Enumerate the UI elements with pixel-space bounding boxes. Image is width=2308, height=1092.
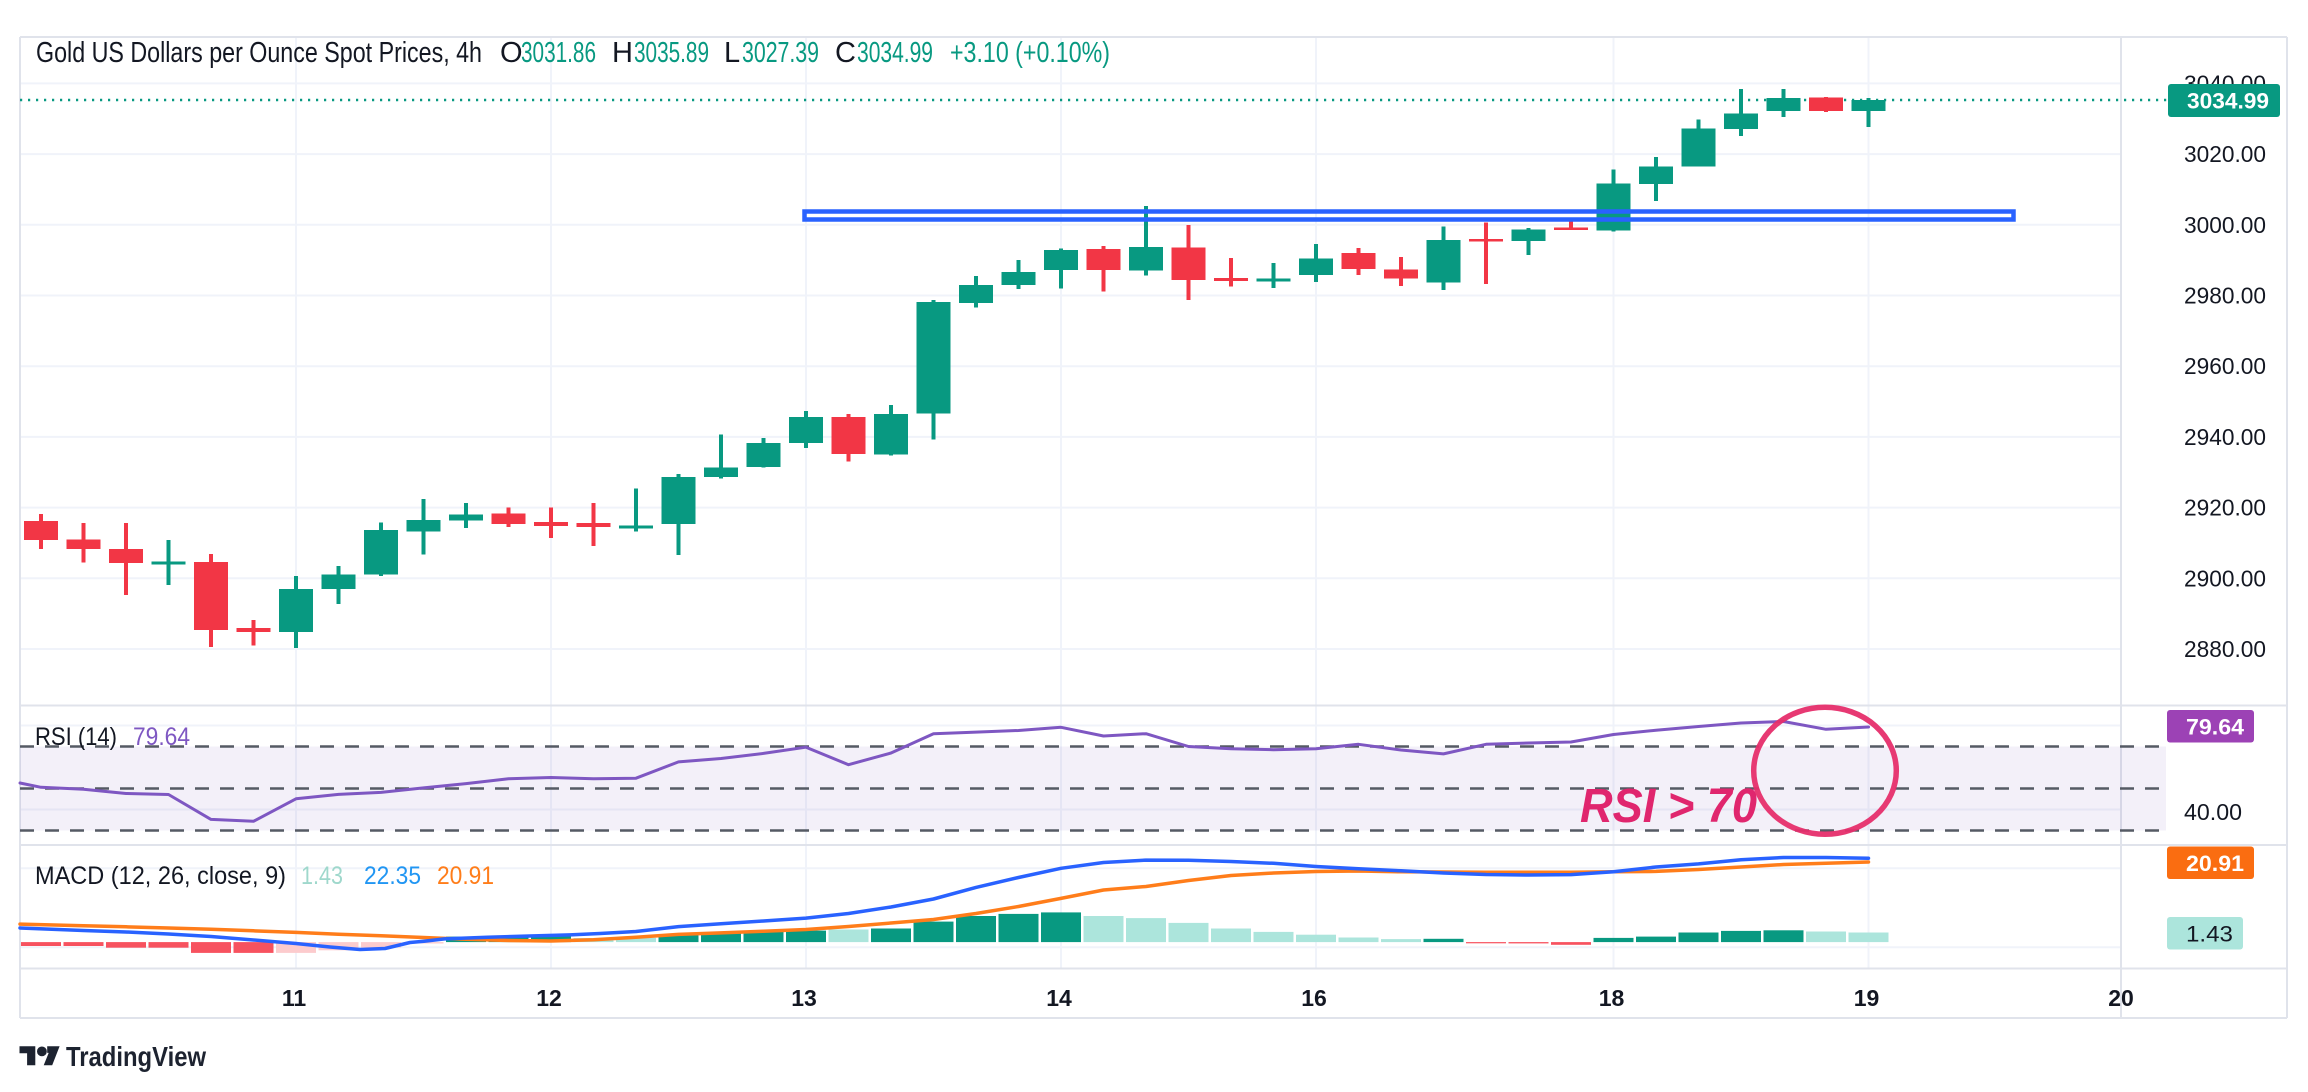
svg-text:2960.00: 2960.00 [2184, 353, 2266, 379]
svg-text:3034.99: 3034.99 [2187, 89, 2269, 114]
svg-text:19: 19 [1854, 985, 1880, 1011]
svg-text:20.91: 20.91 [437, 862, 494, 890]
svg-text:22.35: 22.35 [364, 862, 421, 890]
svg-text:H: H [612, 37, 633, 69]
svg-text:2980.00: 2980.00 [2184, 283, 2266, 309]
svg-text:RSI > 70: RSI > 70 [1580, 780, 1757, 833]
svg-text:L: L [724, 37, 740, 69]
svg-text:18: 18 [1599, 985, 1625, 1011]
svg-text:79.64: 79.64 [2186, 714, 2245, 739]
svg-text:2940.00: 2940.00 [2184, 424, 2266, 450]
svg-text:3020.00: 3020.00 [2184, 141, 2266, 167]
svg-text:3035.89: 3035.89 [634, 37, 709, 69]
svg-text:3000.00: 3000.00 [2184, 212, 2266, 238]
svg-text:RSI (14): RSI (14) [35, 723, 117, 751]
svg-text:79.64: 79.64 [133, 723, 190, 751]
svg-text:11: 11 [282, 985, 307, 1011]
svg-text:+3.10 (+0.10%): +3.10 (+0.10%) [950, 37, 1110, 69]
svg-text:40.00: 40.00 [2184, 799, 2242, 825]
svg-text:20.91: 20.91 [2186, 851, 2244, 876]
svg-text:16: 16 [1301, 985, 1327, 1011]
svg-text:2900.00: 2900.00 [2184, 565, 2266, 591]
svg-text:MACD (12, 26, close, 9): MACD (12, 26, close, 9) [35, 862, 286, 890]
svg-text:1.43: 1.43 [2186, 921, 2233, 946]
svg-text:Gold US Dollars per Ounce Spot: Gold US Dollars per Ounce Spot Prices, 4… [36, 37, 482, 69]
svg-text:13: 13 [791, 985, 817, 1011]
svg-text:2880.00: 2880.00 [2184, 636, 2266, 662]
svg-text:O: O [500, 37, 523, 69]
svg-text:1.43: 1.43 [301, 862, 343, 890]
svg-text:20: 20 [2108, 985, 2134, 1011]
svg-text:3034.99: 3034.99 [857, 37, 933, 69]
svg-text:C: C [835, 37, 856, 69]
svg-text:2920.00: 2920.00 [2184, 495, 2266, 521]
svg-text:3031.86: 3031.86 [521, 37, 596, 69]
svg-text:12: 12 [536, 985, 562, 1011]
svg-text:14: 14 [1046, 985, 1072, 1011]
svg-text:3027.39: 3027.39 [742, 37, 819, 69]
svg-text:TradingView: TradingView [66, 1041, 206, 1072]
